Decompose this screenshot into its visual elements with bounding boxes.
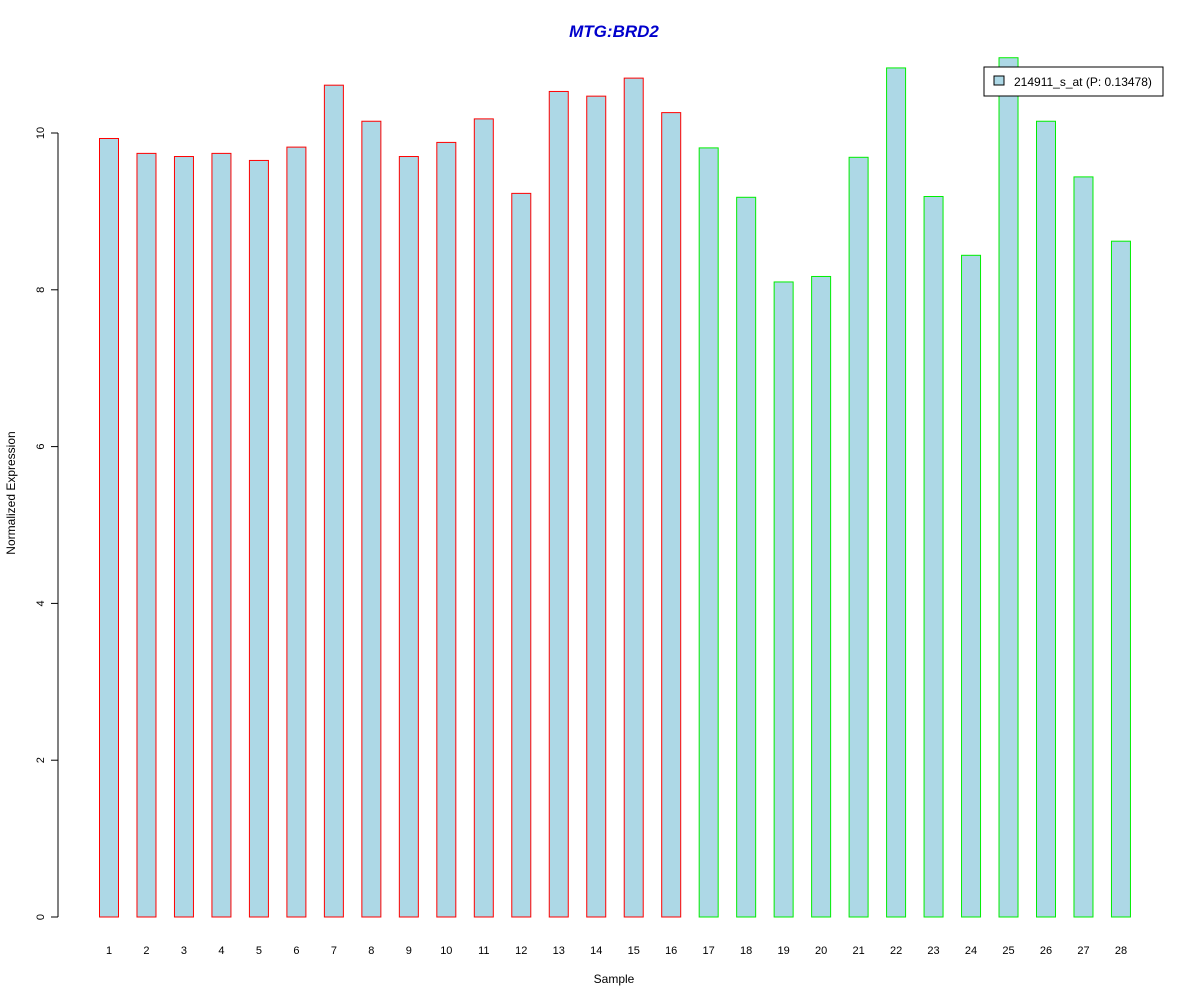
legend-box xyxy=(983,66,1164,97)
x-tick-label: 8 xyxy=(368,945,374,957)
x-tick-label: 6 xyxy=(293,945,299,957)
x-tick-label: 7 xyxy=(331,945,337,957)
x-tick-label: 18 xyxy=(740,945,752,957)
legend: 214911_s_at (P: 0.13478) xyxy=(983,66,1164,97)
bar-sample-15 xyxy=(623,77,644,918)
x-tick-label: 27 xyxy=(1077,945,1089,957)
y-tick-label: 2 xyxy=(35,757,47,763)
x-tick-label: 25 xyxy=(1002,945,1014,957)
x-tick-label: 3 xyxy=(181,945,187,957)
x-tick-label: 11 xyxy=(478,945,489,957)
bar-sample-28 xyxy=(1110,240,1131,918)
bar-sample-26 xyxy=(1036,120,1056,918)
y-axis: 0 2 4 6 8 10 xyxy=(35,127,59,920)
y-tick-label: 4 xyxy=(35,600,47,606)
y-tick-label: 0 xyxy=(35,914,47,920)
x-tick-label: 4 xyxy=(218,945,224,957)
x-tick-label: 21 xyxy=(852,945,864,957)
bar-sample-10 xyxy=(436,141,457,918)
bar-sample-3 xyxy=(173,156,194,918)
x-tick-label: 17 xyxy=(703,945,715,957)
x-tick-label: 26 xyxy=(1040,945,1052,957)
x-tick-label: 24 xyxy=(965,945,977,957)
x-tick-label: 14 xyxy=(590,945,602,957)
x-tick-label: 2 xyxy=(143,945,149,957)
x-tick-label: 12 xyxy=(515,945,527,957)
x-tick-label: 23 xyxy=(927,945,939,957)
bar-sample-11 xyxy=(473,118,494,918)
bar-sample-8 xyxy=(361,120,382,918)
x-tick-label: 15 xyxy=(628,945,640,957)
bar-sample-14 xyxy=(586,95,607,918)
x-tick-label: 19 xyxy=(778,945,790,957)
y-tick-label: 6 xyxy=(35,444,47,450)
bar-sample-13 xyxy=(548,90,569,918)
x-tick-label: 1 xyxy=(106,945,112,957)
x-tick-label: 20 xyxy=(815,945,827,957)
x-tick-label: 22 xyxy=(890,945,902,957)
y-tick-label: 8 xyxy=(35,287,47,293)
x-tick-label: 16 xyxy=(665,945,677,957)
x-tick-label: 5 xyxy=(256,945,262,957)
legend-label: 214911_s_at (P: 0.13478) xyxy=(1014,75,1152,89)
bar-sample-19 xyxy=(773,281,794,918)
y-tick-label: 10 xyxy=(35,127,47,139)
bar-sample-17 xyxy=(698,147,719,918)
bar-sample-23 xyxy=(923,196,944,918)
y-axis-label: Normalized Expression xyxy=(4,431,18,554)
bar-sample-24 xyxy=(961,254,982,918)
bar-sample-12 xyxy=(511,192,532,918)
bar-sample-1 xyxy=(99,137,119,918)
x-tick-label: 28 xyxy=(1115,945,1127,957)
bar-sample-20 xyxy=(811,275,832,918)
bar-sample-27 xyxy=(1073,176,1094,918)
bar-sample-9 xyxy=(398,156,419,918)
bar-sample-2 xyxy=(136,152,157,918)
chart-title: MTG:BRD2 xyxy=(569,22,659,41)
bar-sample-22 xyxy=(886,67,907,918)
bar-sample-25 xyxy=(998,57,1019,918)
bar-sample-16 xyxy=(661,112,682,918)
bar-sample-6 xyxy=(286,146,307,918)
bar-sample-7 xyxy=(323,84,344,918)
x-tick-labels: 1 2 3 4 5 6 7 8 9 10 11 12 13 14 15 16 17 18 19 20 21 22 23 24 2… xyxy=(106,945,1127,957)
legend-swatch xyxy=(993,75,1005,86)
x-tick-label: 13 xyxy=(553,945,565,957)
bar-sample-5 xyxy=(248,159,269,918)
bar-sample-18 xyxy=(736,196,757,918)
x-tick-label: 10 xyxy=(440,945,452,957)
x-axis-label: Sample xyxy=(594,972,635,986)
bar-sample-21 xyxy=(848,156,869,918)
bars xyxy=(99,57,1131,918)
bar-sample-4 xyxy=(211,152,232,918)
x-tick-label: 9 xyxy=(406,945,412,957)
